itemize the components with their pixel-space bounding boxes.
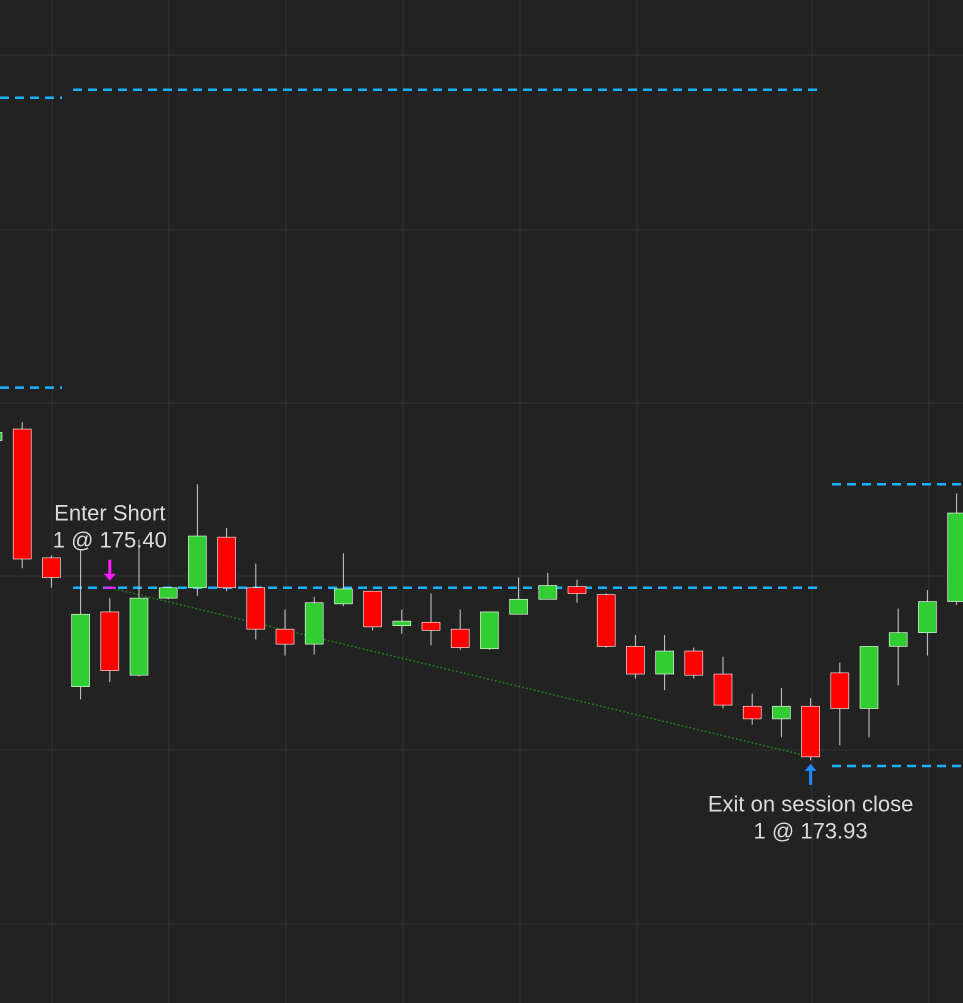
candle-body — [947, 512, 963, 602]
candle-body — [421, 621, 441, 631]
candle-body — [363, 590, 382, 628]
candle-body — [217, 536, 236, 589]
candle-body — [509, 598, 528, 615]
candle-body — [12, 428, 32, 560]
candle-body — [888, 632, 908, 647]
trade-arrow-head — [804, 763, 817, 771]
candle-body — [684, 650, 704, 676]
candle-body — [100, 611, 120, 671]
candle-body — [655, 650, 674, 675]
candle-body — [567, 586, 587, 594]
candle-body — [158, 587, 178, 599]
candle-body — [480, 611, 499, 650]
candle-body — [246, 587, 266, 630]
candle-body — [129, 597, 149, 676]
candle-body — [772, 705, 791, 720]
candle-body — [0, 432, 3, 441]
candle-body — [188, 535, 207, 589]
candle-body — [42, 557, 61, 578]
candle-body — [626, 646, 645, 675]
candle-body — [71, 613, 90, 687]
candle-body — [859, 646, 879, 709]
candle-body — [275, 628, 295, 645]
candle-body — [713, 673, 733, 706]
candle-body — [304, 602, 324, 645]
trade-label: Enter Short — [54, 501, 165, 526]
candle-body — [596, 594, 616, 647]
candle-body — [450, 628, 470, 648]
candle-body — [392, 620, 412, 627]
trade-label: Exit on session close — [708, 792, 913, 817]
candle-body — [918, 601, 937, 633]
candle-body — [830, 672, 850, 709]
trade-line — [109, 587, 811, 758]
trade-arrow-head — [103, 573, 116, 581]
trade-detail: 1 @ 173.93 — [754, 819, 868, 844]
candle-body — [538, 585, 558, 600]
candle-body — [742, 705, 762, 720]
trade-detail: 1 @ 175.40 — [53, 528, 167, 553]
candle-body — [334, 588, 353, 605]
candle-body — [801, 705, 820, 758]
